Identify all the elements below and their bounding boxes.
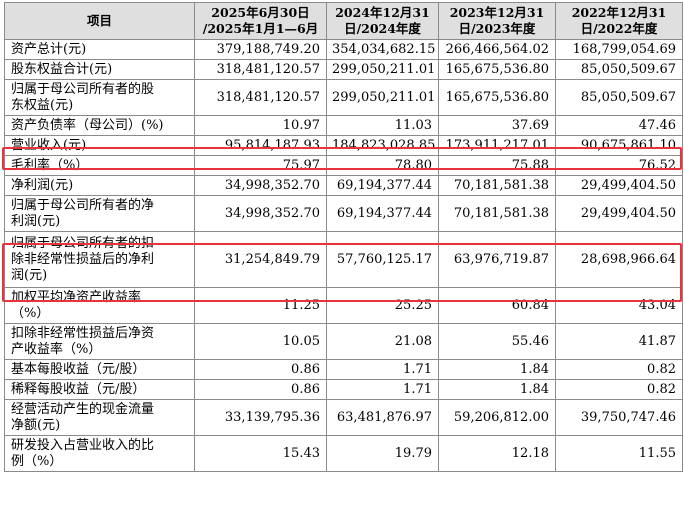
table-header-row: 项目 2025年6月30日/2025年1月1—6月 2024年12月31 日/20… bbox=[4, 2, 683, 40]
header-period-2024: 2024年12月31 日/2024年度 bbox=[326, 2, 439, 40]
cell-value: 1.84 bbox=[438, 359, 556, 380]
row-label: 经营活动产生的现金流量 净额(元) bbox=[4, 399, 195, 436]
cell-value: 165,675,536.80 bbox=[438, 79, 556, 116]
table-row: 研发投入占营业收入的比 例（%） 15.43 19.79 12.18 11.55 bbox=[4, 435, 683, 472]
cell-value: 34,998,352.70 bbox=[194, 175, 327, 196]
cell-value: 10.05 bbox=[194, 323, 327, 360]
cell-value: 184,823,028.85 bbox=[326, 135, 439, 156]
cell-value: 60.84 bbox=[438, 287, 556, 324]
cell-value: 76.52 bbox=[555, 155, 683, 176]
table-row: 归属于母公司所有者的净 利润(元) 34,998,352.70 69,194,37… bbox=[4, 195, 683, 232]
row-label: 稀释每股收益（元/股） bbox=[4, 379, 195, 400]
table-row: 毛利率（%） 75.97 78.80 75.88 76.52 bbox=[4, 155, 683, 176]
row-label: 归属于母公司所有者的扣 除非经常性损益后的净利 润(元) bbox=[4, 231, 195, 288]
cell-value: 90,675,861.10 bbox=[555, 135, 683, 156]
table-row: 资产负债率（母公司）(%) 10.97 11.03 37.69 47.46 bbox=[4, 115, 683, 136]
row-label: 资产负债率（母公司）(%) bbox=[4, 115, 195, 136]
cell-value: 25.25 bbox=[326, 287, 439, 324]
cell-value: 168,799,054.69 bbox=[555, 39, 683, 60]
financial-data-table: 项目 2025年6月30日/2025年1月1—6月 2024年12月31 日/20… bbox=[4, 2, 683, 472]
cell-value: 11.03 bbox=[326, 115, 439, 136]
table-row-highlighted: 归属于母公司所有者的扣 除非经常性损益后的净利 润(元) 31,254,849.79… bbox=[4, 231, 683, 288]
row-label: 净利润(元) bbox=[4, 175, 195, 196]
cell-value: 59,206,812.00 bbox=[438, 399, 556, 436]
table-row: 股东权益合计(元) 318,481,120.57 299,050,211.01 … bbox=[4, 59, 683, 80]
cell-value: 12.18 bbox=[438, 435, 556, 472]
cell-value: 1.71 bbox=[326, 379, 439, 400]
row-label: 加权平均净资产收益率 （%） bbox=[4, 287, 195, 324]
cell-value: 69,194,377.44 bbox=[326, 195, 439, 232]
header-period-2025h1: 2025年6月30日/2025年1月1—6月 bbox=[194, 2, 327, 40]
cell-value: 0.82 bbox=[555, 359, 683, 380]
cell-value: 21.08 bbox=[326, 323, 439, 360]
header-period-2022: 2022年12月31 日/2022年度 bbox=[555, 2, 683, 40]
table-row: 资产总计(元) 379,188,749.20 354,034,682.15 26… bbox=[4, 39, 683, 60]
cell-value: 15.43 bbox=[194, 435, 327, 472]
cell-value: 75.97 bbox=[194, 155, 327, 176]
table-row: 基本每股收益（元/股） 0.86 1.71 1.84 0.82 bbox=[4, 359, 683, 380]
cell-value: 34,998,352.70 bbox=[194, 195, 327, 232]
cell-value: 41.87 bbox=[555, 323, 683, 360]
row-label: 资产总计(元) bbox=[4, 39, 195, 60]
cell-value: 1.84 bbox=[438, 379, 556, 400]
row-label: 研发投入占营业收入的比 例（%） bbox=[4, 435, 195, 472]
cell-value: 299,050,211.01 bbox=[326, 59, 439, 80]
cell-value: 31,254,849.79 bbox=[194, 231, 327, 288]
cell-value: 173,911,217.01 bbox=[438, 135, 556, 156]
row-label: 股东权益合计(元) bbox=[4, 59, 195, 80]
table-row-highlighted: 营业收入(元) 95,814,187.93 184,823,028.85 173… bbox=[4, 135, 683, 156]
cell-value: 0.82 bbox=[555, 379, 683, 400]
table-row: 扣除非经常性损益后净资 产收益率（%） 10.05 21.08 55.46 41.… bbox=[4, 323, 683, 360]
table-row: 经营活动产生的现金流量 净额(元) 33,139,795.36 63,481,87… bbox=[4, 399, 683, 436]
cell-value: 85,050,509.67 bbox=[555, 79, 683, 116]
cell-value: 29,499,404.50 bbox=[555, 195, 683, 232]
table-row: 稀释每股收益（元/股） 0.86 1.71 1.84 0.82 bbox=[4, 379, 683, 400]
row-label: 扣除非经常性损益后净资 产收益率（%） bbox=[4, 323, 195, 360]
cell-value: 63,481,876.97 bbox=[326, 399, 439, 436]
cell-value: 1.71 bbox=[326, 359, 439, 380]
cell-value: 63,976,719.87 bbox=[438, 231, 556, 288]
table-row: 净利润(元) 34,998,352.70 69,194,377.44 70,18… bbox=[4, 175, 683, 196]
cell-value: 379,188,749.20 bbox=[194, 39, 327, 60]
row-label: 毛利率（%） bbox=[4, 155, 195, 176]
cell-value: 95,814,187.93 bbox=[194, 135, 327, 156]
cell-value: 57,760,125.17 bbox=[326, 231, 439, 288]
cell-value: 55.46 bbox=[438, 323, 556, 360]
cell-value: 33,139,795.36 bbox=[194, 399, 327, 436]
table-row: 加权平均净资产收益率 （%） 11.25 25.25 60.84 43.04 bbox=[4, 287, 683, 324]
cell-value: 28,698,966.64 bbox=[555, 231, 683, 288]
cell-value: 0.86 bbox=[194, 379, 327, 400]
row-label: 基本每股收益（元/股） bbox=[4, 359, 195, 380]
cell-value: 75.88 bbox=[438, 155, 556, 176]
cell-value: 47.46 bbox=[555, 115, 683, 136]
cell-value: 37.69 bbox=[438, 115, 556, 136]
cell-value: 78.80 bbox=[326, 155, 439, 176]
cell-value: 29,499,404.50 bbox=[555, 175, 683, 196]
cell-value: 299,050,211.01 bbox=[326, 79, 439, 116]
cell-value: 354,034,682.15 bbox=[326, 39, 439, 60]
row-label: 归属于母公司所有者的股 东权益(元) bbox=[4, 79, 195, 116]
header-item: 项目 bbox=[4, 2, 195, 40]
cell-value: 39,750,747.46 bbox=[555, 399, 683, 436]
cell-value: 19.79 bbox=[326, 435, 439, 472]
cell-value: 0.86 bbox=[194, 359, 327, 380]
cell-value: 11.25 bbox=[194, 287, 327, 324]
cell-value: 318,481,120.57 bbox=[194, 79, 327, 116]
cell-value: 10.97 bbox=[194, 115, 327, 136]
cell-value: 165,675,536.80 bbox=[438, 59, 556, 80]
cell-value: 43.04 bbox=[555, 287, 683, 324]
row-label: 营业收入(元) bbox=[4, 135, 195, 156]
header-period-2023: 2023年12月31 日/2023年度 bbox=[438, 2, 556, 40]
row-label: 归属于母公司所有者的净 利润(元) bbox=[4, 195, 195, 232]
cell-value: 11.55 bbox=[555, 435, 683, 472]
cell-value: 85,050,509.67 bbox=[555, 59, 683, 80]
cell-value: 266,466,564.02 bbox=[438, 39, 556, 60]
cell-value: 318,481,120.57 bbox=[194, 59, 327, 80]
table-row: 归属于母公司所有者的股 东权益(元) 318,481,120.57 299,050… bbox=[4, 79, 683, 116]
cell-value: 70,181,581.38 bbox=[438, 175, 556, 196]
cell-value: 69,194,377.44 bbox=[326, 175, 439, 196]
cell-value: 70,181,581.38 bbox=[438, 195, 556, 232]
